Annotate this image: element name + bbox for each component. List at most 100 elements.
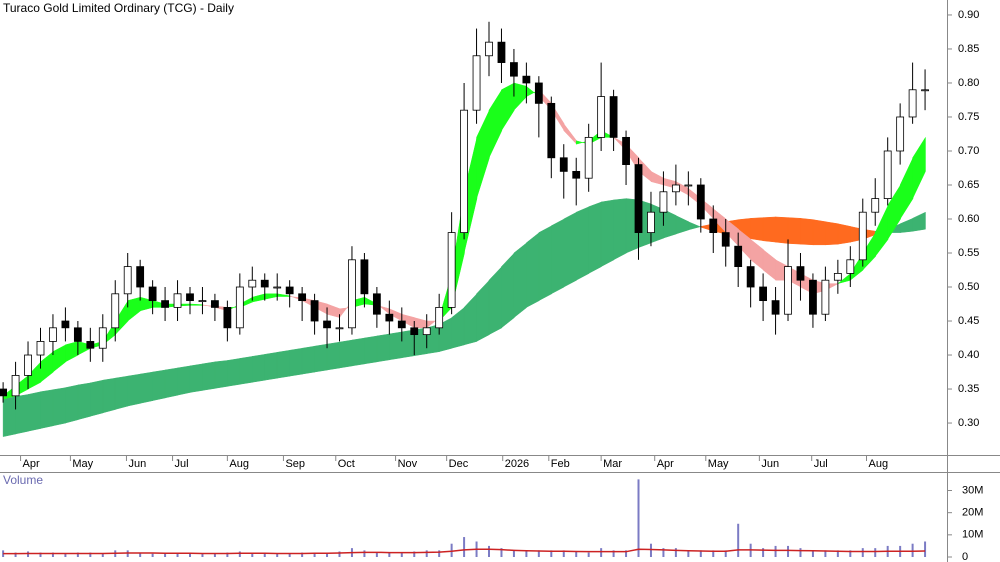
candle-body xyxy=(883,150,892,199)
candle-body xyxy=(472,55,481,111)
ribbon-segment xyxy=(488,88,503,158)
ribbon-segment xyxy=(501,252,515,329)
ribbon-segment xyxy=(65,384,79,424)
candle-body xyxy=(223,307,232,329)
x-tick-label: Oct xyxy=(338,458,355,470)
candle-body xyxy=(796,266,805,281)
candle-body xyxy=(273,286,282,289)
candle-body xyxy=(61,320,70,329)
ribbon-segment xyxy=(189,363,204,393)
x-tick-label: May xyxy=(72,458,93,470)
y-tick-label: 0.30 xyxy=(958,417,979,429)
candle-body xyxy=(36,341,45,356)
candle-body xyxy=(435,307,444,329)
candle-body xyxy=(821,279,830,315)
ribbon-segment xyxy=(513,242,528,319)
candle-body xyxy=(98,327,107,349)
ribbon-segment xyxy=(202,361,216,391)
candle-body xyxy=(136,266,145,288)
ribbon-segment xyxy=(339,339,353,369)
ribbon-segment xyxy=(152,369,166,401)
y-tick-label: 0.50 xyxy=(958,281,979,293)
candle-body xyxy=(186,293,194,302)
ribbon-segment xyxy=(314,343,328,373)
x-tick-label: Sep xyxy=(285,458,305,470)
candle-body xyxy=(161,300,169,308)
ribbon-segment xyxy=(15,394,29,435)
candle-body xyxy=(584,136,593,179)
candle-body xyxy=(323,320,331,329)
candle-body xyxy=(547,102,556,159)
x-tick-label: Apr xyxy=(657,458,674,470)
candle-body xyxy=(510,62,518,77)
candle-body xyxy=(86,341,95,349)
candle-body xyxy=(410,327,419,336)
candle-body xyxy=(746,266,755,288)
candle-body xyxy=(385,313,394,322)
candle-body xyxy=(908,89,917,118)
candle-body xyxy=(921,89,929,92)
ribbon-segment xyxy=(364,335,378,365)
x-tick-label: Apr xyxy=(23,458,40,470)
ribbon-segment xyxy=(376,333,390,363)
candle-body xyxy=(447,232,456,308)
candle-body xyxy=(497,41,506,63)
y-tick-label: 0.65 xyxy=(958,179,979,191)
candle-body xyxy=(696,184,705,220)
ribbon-segment xyxy=(600,199,615,268)
ribbon-segment xyxy=(476,110,490,199)
y-tick-label: 0.90 xyxy=(958,9,979,21)
y-tick-label: 0.60 xyxy=(958,213,979,225)
x-tick-label: Jul xyxy=(175,458,189,470)
candle-body xyxy=(235,286,244,329)
candle-body xyxy=(833,273,842,281)
ribbon-segment xyxy=(837,223,851,245)
ribbon-segment xyxy=(52,387,67,427)
candle-body xyxy=(111,293,120,329)
candle-body xyxy=(372,293,381,315)
candle-body xyxy=(211,300,219,308)
ribbon-segment xyxy=(912,136,926,199)
ribbon-segment xyxy=(526,232,540,308)
x-tick-label: Feb xyxy=(551,458,570,470)
ribbon-segment xyxy=(127,373,141,407)
y-tick-label: 0 xyxy=(962,551,968,562)
candle-body xyxy=(771,300,780,315)
ribbon-segment xyxy=(102,377,116,414)
x-tick-label: May xyxy=(708,458,729,470)
x-tick-label: Nov xyxy=(398,458,418,470)
candle-body xyxy=(896,116,905,152)
ribbon-segment xyxy=(613,198,627,261)
ribbon-segment xyxy=(812,219,827,246)
candle-body xyxy=(485,41,493,57)
candle-body xyxy=(198,300,207,303)
candle-body xyxy=(809,279,817,315)
ribbon-segment xyxy=(912,211,926,232)
candle-body xyxy=(260,279,269,288)
y-tick-label: 0.55 xyxy=(958,247,979,259)
y-tick-label: 10M xyxy=(962,529,983,541)
x-tick-label: Aug xyxy=(229,458,249,470)
candle-body xyxy=(335,327,344,330)
candle-body xyxy=(784,266,792,315)
candle-body xyxy=(285,286,294,295)
candle-body xyxy=(422,327,431,336)
ribbon-segment xyxy=(139,371,154,404)
ribbon-segment xyxy=(264,352,278,381)
ribbon-segment xyxy=(90,379,104,417)
candle-body xyxy=(871,198,880,213)
volume-title: Volume xyxy=(3,473,43,487)
x-tick-label: Aug xyxy=(869,458,889,470)
y-tick-label: 0.75 xyxy=(958,111,979,123)
ribbon-segment xyxy=(164,367,179,399)
ribbon-segment xyxy=(750,217,764,242)
ribbon-segment xyxy=(800,218,814,246)
candle-body xyxy=(709,218,718,234)
candle-body xyxy=(634,164,643,234)
ribbon-segment xyxy=(40,389,54,429)
ribbon-segment xyxy=(787,217,802,245)
candle-body xyxy=(622,136,630,165)
y-tick-label: 0.35 xyxy=(958,383,979,395)
ribbon-segment xyxy=(301,345,316,375)
ribbon-segment xyxy=(2,396,17,437)
